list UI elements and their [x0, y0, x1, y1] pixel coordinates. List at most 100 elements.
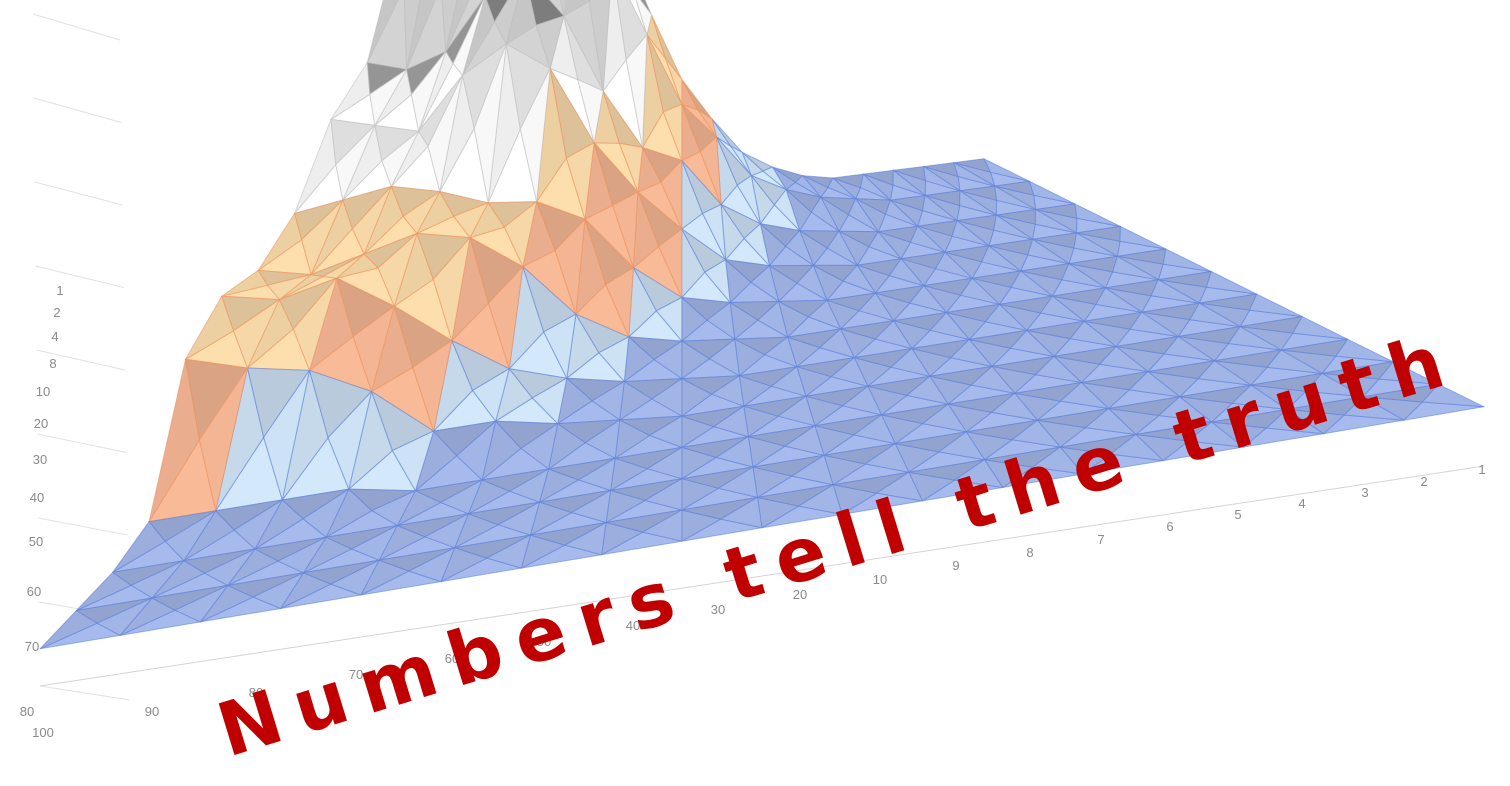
surface-facet [252, 572, 304, 609]
surface-facet [665, 57, 683, 105]
surface-facet [757, 300, 789, 338]
surface-facet [1035, 355, 1082, 383]
surface-facet [1129, 311, 1179, 337]
surface-facet [860, 173, 891, 201]
surface-facet [1292, 316, 1349, 340]
surface-facet [96, 597, 153, 636]
back-grid [32, 13, 131, 701]
surface-facet [1378, 361, 1439, 385]
x-tick-label: 20 [793, 587, 807, 602]
x-tick-label: 7 [1097, 532, 1104, 547]
surface-facet [427, 74, 463, 192]
surface-facet [1027, 238, 1070, 265]
x-tick-label: 9 [952, 558, 959, 573]
surface-facet [720, 496, 763, 529]
surface-facet [472, 368, 510, 422]
y-tick-label: 40 [30, 490, 44, 505]
surface-facet [403, 0, 421, 70]
surface-facet [564, 522, 607, 556]
surface-facet [646, 446, 683, 480]
surface-facet [598, 336, 630, 382]
surface-facet [658, 228, 683, 298]
surface-facet [708, 338, 740, 377]
surface-facet [130, 560, 185, 599]
surface-facet [644, 478, 683, 511]
surface-facet [330, 559, 380, 596]
back-gridline [35, 265, 124, 288]
surface-facet [424, 513, 469, 549]
back-gridline [38, 517, 128, 536]
surface-facet [906, 375, 949, 405]
y-tick-label: 2 [53, 305, 60, 320]
surface-facet [791, 454, 834, 486]
surface-facet [560, 0, 567, 17]
surface-facet [1158, 396, 1212, 423]
y-tick-label: 10 [36, 384, 50, 399]
surface-facet [1266, 349, 1323, 374]
surface-facet [605, 267, 634, 338]
surface-facet [764, 336, 798, 368]
surface-facet [1189, 302, 1241, 328]
surface-facet [1010, 270, 1053, 297]
surface-facet [874, 320, 913, 349]
surface-facet [1305, 372, 1364, 398]
surface-facet [588, 0, 611, 92]
surface-facet [1112, 255, 1159, 281]
surface-facet [1197, 360, 1252, 386]
surface-facet [876, 471, 923, 502]
surface-facet [327, 391, 373, 490]
surface-facet [618, 142, 643, 193]
surface-facet [970, 365, 1016, 394]
y-tick-label: 60 [27, 584, 41, 599]
x-tick-label: 10 [873, 572, 887, 587]
surface-facet [935, 251, 973, 279]
surface-facet [750, 265, 780, 302]
back-gridline [33, 97, 122, 123]
surface-facet [651, 378, 683, 417]
surface-facet [1265, 408, 1325, 435]
surface-facet [503, 201, 538, 268]
surface-facet [531, 377, 568, 425]
surface-facet [711, 375, 745, 407]
surface-facet [890, 348, 931, 377]
surface-facet [770, 366, 807, 397]
surface-facet [204, 548, 256, 586]
surface-facet [411, 50, 447, 132]
surface-facet [233, 299, 280, 369]
surface-facet [808, 299, 842, 330]
surface-facet [486, 0, 509, 23]
surface-facet [653, 340, 683, 380]
surface-facet [625, 34, 648, 148]
surface-facet [441, 0, 458, 52]
surface-facet [929, 312, 970, 340]
surface-facet [718, 466, 758, 498]
surface-facet [1421, 383, 1485, 408]
surface-facet [164, 510, 217, 562]
surface-facet [715, 436, 754, 468]
surface-facet [885, 199, 919, 227]
y-tick-label: 1 [56, 283, 63, 298]
surface-facet [950, 339, 993, 367]
surface-facet [292, 277, 338, 371]
surface-facet [777, 395, 816, 427]
surface-facet [706, 302, 736, 340]
surface-facet [1061, 263, 1106, 289]
y-tick-label: 30 [33, 452, 47, 467]
surface-facet [440, 479, 483, 515]
x-tick-label: 1 [1478, 462, 1485, 477]
surface-facet [445, 0, 470, 52]
surface-facet [938, 431, 985, 461]
surface-facet [1011, 419, 1061, 448]
x-tick-label: 40 [626, 618, 640, 633]
surface-facet [578, 457, 616, 491]
surface-facet [519, 68, 551, 203]
surface-facet [736, 175, 761, 225]
x-tick-label: 3 [1361, 485, 1368, 500]
surface-facet [267, 274, 312, 301]
surface-facet [406, 0, 436, 70]
surface-facet [369, 68, 408, 126]
surface-facet [810, 196, 840, 232]
surface-facet [773, 189, 801, 232]
back-gridline [37, 433, 127, 453]
surface-facet [981, 245, 1022, 272]
